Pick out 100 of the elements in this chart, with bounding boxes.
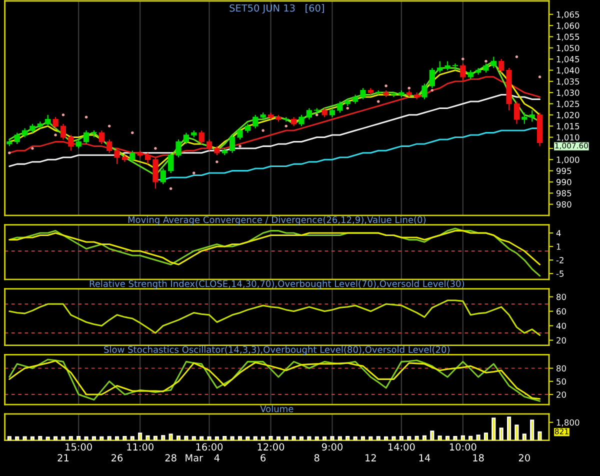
candlestick [176, 138, 182, 158]
y-tick-label: 990 [556, 178, 572, 186]
x-tick-label: 15:00 [66, 443, 92, 451]
bar [384, 436, 388, 440]
candlestick [252, 114, 258, 129]
bar [368, 436, 373, 440]
line-series [8, 230, 541, 266]
y-tick-label: 40 [556, 322, 566, 330]
bar [30, 436, 35, 440]
bar [176, 436, 181, 440]
bar [107, 436, 112, 440]
y-tick-label: 1,015 [556, 123, 580, 130]
candlestick [52, 116, 58, 129]
candlestick [529, 110, 535, 122]
bar [314, 436, 319, 440]
candlestick [144, 152, 151, 165]
x-tick-label: 12 [366, 454, 376, 462]
x-tick-label: 26 [112, 454, 123, 462]
bar [392, 436, 396, 440]
bar [292, 436, 296, 440]
y-tick-label: 1,060 [556, 22, 580, 30]
bar [284, 436, 288, 440]
x-tick-label: 14:00 [388, 443, 415, 451]
chart-title: Volume [260, 405, 294, 412]
point [131, 131, 134, 134]
bar [438, 436, 442, 440]
bar [15, 436, 20, 440]
candlestick [14, 132, 20, 145]
bar [330, 436, 334, 440]
point [8, 152, 11, 154]
candlestick [306, 108, 312, 120]
x-tick-label: 14 [419, 454, 430, 462]
bar [538, 431, 542, 440]
bar [76, 436, 81, 440]
bar [299, 436, 304, 440]
candlestick [130, 150, 136, 162]
candlestick [198, 130, 204, 145]
bar [7, 436, 12, 440]
bar [522, 434, 526, 440]
x-tick-label: 6 [260, 454, 266, 462]
candlestick [490, 56, 496, 69]
y-tick-label: 1,030 [556, 90, 580, 97]
candlestick [460, 62, 466, 82]
candlestick [83, 130, 90, 145]
chart-title: Moving Average Convergence / Divergence(26,12,9),Value Line(0) [128, 216, 426, 225]
candlestick [437, 60, 443, 74]
point [31, 147, 34, 150]
candlestick [114, 148, 120, 165]
point [169, 187, 172, 190]
bar [322, 436, 327, 440]
bar [168, 434, 173, 440]
y-tick-label: 1,020 [556, 112, 580, 120]
point [62, 114, 65, 116]
point [408, 86, 410, 90]
point [430, 88, 434, 92]
bar [460, 435, 465, 440]
chart-title: Relative Strength Index(CLOSE,14,30,70),Overbought Level(70),Oversold Level(30) [90, 280, 464, 289]
point [484, 60, 488, 63]
point [284, 124, 288, 128]
y-tick-label: -2 [556, 257, 564, 264]
bar [184, 436, 188, 440]
candlestick [452, 62, 458, 71]
bar [68, 436, 73, 440]
x-tick-label: 8 [314, 454, 320, 462]
bar [514, 424, 519, 440]
candlestick [360, 88, 366, 100]
point [346, 106, 350, 110]
bar [122, 436, 127, 440]
candlestick [168, 152, 174, 174]
candlestick [152, 156, 158, 190]
line-series [8, 300, 541, 336]
bar [530, 420, 534, 440]
bar [92, 436, 96, 440]
bar [130, 436, 134, 440]
y-tick-label: 980 [556, 201, 572, 208]
candlestick [45, 114, 51, 127]
y-tick-label: 1,050 [556, 44, 580, 52]
y-tick-label: -5 [556, 270, 564, 277]
y-tick-label: 1,040 [556, 67, 580, 74]
y-tick-label: 1,025 [556, 100, 580, 108]
x-tick-label: 10:00 [450, 443, 476, 451]
point [84, 116, 88, 119]
y-tick-label: 50 [556, 378, 566, 385]
point [376, 100, 380, 103]
bar [238, 436, 242, 440]
y-tick-label: 20 [556, 391, 566, 398]
bar [346, 436, 350, 440]
candlestick [390, 92, 397, 98]
point [384, 84, 388, 88]
x-tick-label: 9:00 [322, 443, 343, 451]
candlestick [514, 100, 520, 124]
bar [261, 436, 266, 440]
bar [214, 436, 219, 440]
candlestick [183, 132, 190, 145]
x-tick-label: 11:00 [127, 443, 154, 451]
bar [414, 436, 419, 440]
y-tick-label: 995 [556, 168, 572, 174]
point [192, 172, 196, 174]
point [154, 147, 157, 150]
x-tick-label: 12:00 [258, 443, 284, 451]
